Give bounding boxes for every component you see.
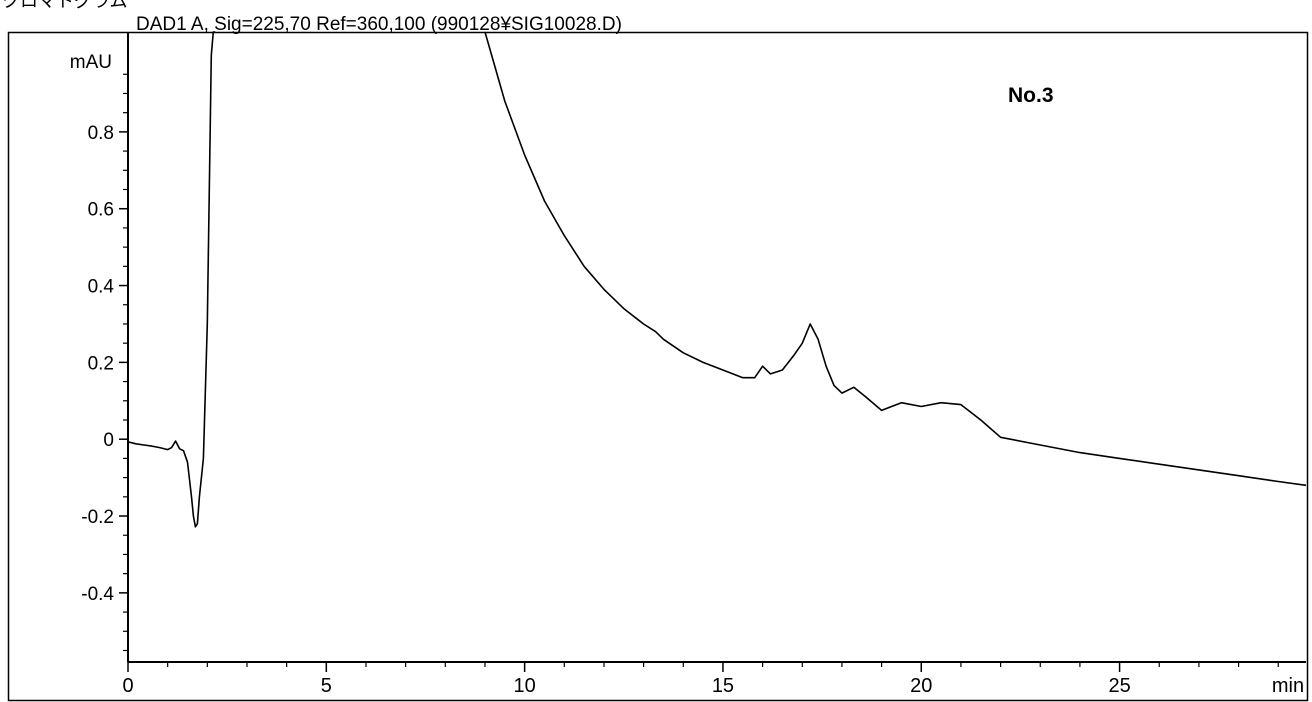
plot-border	[7, 31, 1309, 702]
signal-label: DAD1 A, Sig=225,70 Ref=360,100 (990128¥S…	[136, 14, 622, 35]
y-tick-label: 0.8	[88, 123, 114, 144]
window-caption: クロマトグラム	[2, 0, 128, 11]
x-tick-label: 10	[514, 675, 536, 697]
y-tick-label: 0.2	[88, 353, 114, 374]
y-axis-label: mAU	[70, 52, 112, 73]
x-tick-label: 15	[712, 675, 734, 697]
x-tick-label: 5	[321, 675, 332, 697]
signal-trace	[127, 31, 1307, 528]
x-axis-label: min	[1272, 675, 1304, 697]
y-tick-label: 0.4	[88, 277, 115, 298]
x-tick-label: 0	[122, 675, 133, 697]
x-tick-label: 20	[910, 675, 932, 697]
sample-annotation: No.3	[1008, 84, 1054, 107]
y-tick-label: -0.4	[81, 584, 114, 605]
y-tick-label: 0.6	[88, 200, 114, 221]
x-tick-label: 25	[1108, 675, 1130, 697]
y-tick-label: 0	[103, 430, 114, 451]
y-tick-label: -0.2	[81, 507, 114, 528]
